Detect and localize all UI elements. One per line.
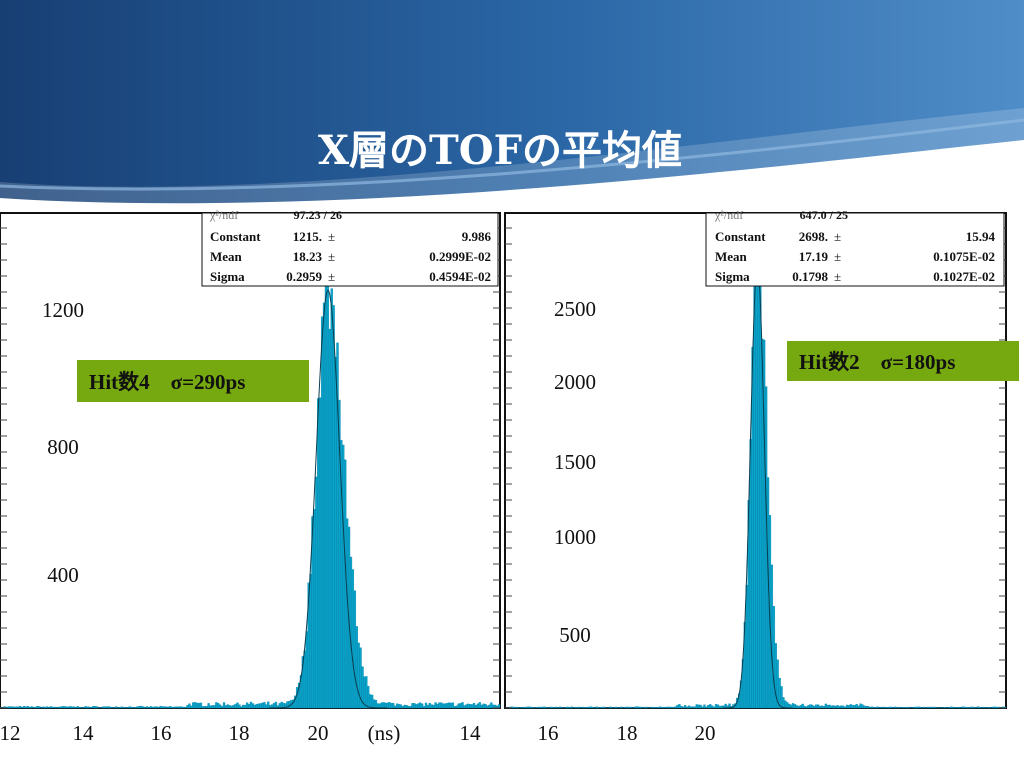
slide-header-background bbox=[0, 0, 1024, 215]
annotation-badge-hit4: Hit数4 σ=290ps bbox=[77, 360, 309, 402]
annotation-badge-hit2: Hit数2 σ=180ps bbox=[787, 341, 1019, 381]
y-tick-label: 2500 bbox=[554, 297, 596, 321]
y-tick-label: 500 bbox=[559, 623, 591, 647]
plot-frame-0 bbox=[0, 212, 501, 709]
stats-header-label: χ²/ndf bbox=[714, 208, 743, 222]
stats-row-pm: ± bbox=[834, 269, 841, 284]
stats-row-value: 18.23 bbox=[293, 249, 323, 264]
stats-box-0 bbox=[201, 212, 499, 287]
stats-row-pm: ± bbox=[834, 229, 841, 244]
stats-row-label: Constant bbox=[715, 229, 766, 244]
y-tick-label: 2000 bbox=[554, 370, 596, 394]
y-tick-label: 400 bbox=[47, 563, 79, 587]
stats-row-pm: ± bbox=[328, 249, 335, 264]
stats-row-value: 17.19 bbox=[799, 249, 829, 264]
stats-header-value: 97.23 / 26 bbox=[294, 208, 342, 222]
x-tick-label: 14 bbox=[73, 721, 95, 745]
stats-row-error: 0.4594E-02 bbox=[429, 269, 491, 284]
stats-row-error: 0.1027E-02 bbox=[933, 269, 995, 284]
stats-header-label: χ²/ndf bbox=[209, 208, 238, 222]
stats-row-label: Constant bbox=[210, 229, 261, 244]
stats-header-value: 647.0 / 25 bbox=[800, 208, 848, 222]
stats-row-error: 9.986 bbox=[462, 229, 492, 244]
stats-row-pm: ± bbox=[834, 249, 841, 264]
x-tick-label: 20 bbox=[308, 721, 329, 745]
stats-row-value: 2698. bbox=[799, 229, 828, 244]
stats-row-pm: ± bbox=[328, 229, 335, 244]
stats-box-1 bbox=[705, 212, 1005, 287]
y-tick-label: 1200 bbox=[42, 298, 84, 322]
stats-row-label: Mean bbox=[715, 249, 748, 264]
x-tick-label: (ns) bbox=[368, 721, 401, 745]
stats-row-error: 15.94 bbox=[966, 229, 996, 244]
x-tick-label: 14 bbox=[460, 721, 482, 745]
x-tick-label: 16 bbox=[538, 721, 559, 745]
y-tick-label: 800 bbox=[47, 435, 79, 459]
slide-title: X層のTOFの平均値 bbox=[317, 127, 683, 174]
x-tick-label: 16 bbox=[151, 721, 172, 745]
x-tick-label: 20 bbox=[695, 721, 716, 745]
fit-curve-0 bbox=[268, 289, 388, 709]
x-tick-label: 12 bbox=[0, 721, 21, 745]
stats-row-label: Sigma bbox=[210, 269, 245, 284]
stats-row-value: 1215. bbox=[293, 229, 322, 244]
y-tick-label: 1000 bbox=[554, 525, 596, 549]
stats-row-value: 0.1798 bbox=[792, 269, 828, 284]
x-tick-label: 18 bbox=[617, 721, 638, 745]
stats-row-label: Mean bbox=[210, 249, 243, 264]
stats-row-value: 0.2959 bbox=[286, 269, 322, 284]
stats-row-error: 0.2999E-02 bbox=[429, 249, 491, 264]
x-tick-label: 18 bbox=[229, 721, 250, 745]
stats-row-error: 0.1075E-02 bbox=[933, 249, 995, 264]
stats-row-label: Sigma bbox=[715, 269, 750, 284]
stats-row-pm: ± bbox=[328, 269, 335, 284]
y-tick-label: 1500 bbox=[554, 450, 596, 474]
